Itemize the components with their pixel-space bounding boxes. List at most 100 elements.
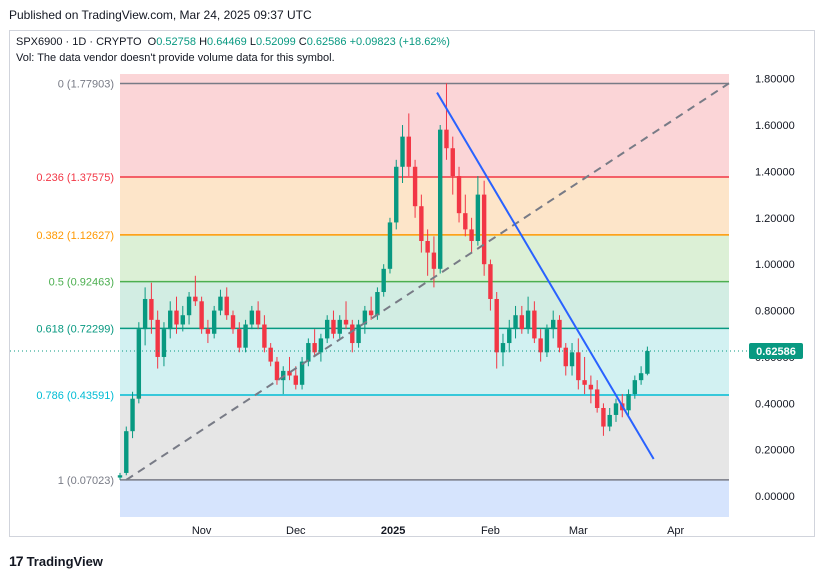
candle-body: [632, 380, 638, 395]
candle-body: [299, 361, 305, 385]
y-tick-label: 1.40000: [755, 166, 795, 178]
candle-body: [224, 296, 229, 316]
candle-body: [324, 319, 330, 339]
candle-body: [475, 194, 481, 241]
candle-body: [626, 394, 631, 411]
candle-body: [205, 329, 211, 334]
candle-body: [368, 310, 374, 316]
candle-body: [557, 319, 562, 348]
tradingview-logo-icon: 17: [9, 553, 24, 569]
candle-body: [406, 136, 412, 167]
candle-body: [318, 338, 324, 353]
candle-body: [519, 315, 525, 330]
candle-body: [500, 343, 506, 353]
candle-body: [174, 310, 179, 325]
fib-band: [120, 177, 729, 235]
candle-body: [274, 361, 280, 381]
last-price-label: 0.62586: [756, 346, 796, 358]
candle-body: [161, 329, 167, 357]
fib-level-label: 0.618 (0.72299): [36, 323, 114, 335]
footer-brand-name: TradingView: [26, 553, 103, 569]
trend-line: [436, 92, 655, 460]
y-tick-label: 1.60000: [755, 120, 795, 132]
candle-body: [249, 310, 255, 325]
candle-body: [312, 343, 317, 353]
candle-body: [645, 350, 650, 374]
fib-band: [120, 234, 729, 282]
candle-body: [613, 403, 619, 415]
y-tick-label: 1.80000: [755, 74, 795, 86]
price-chart[interactable]: 1.80000 1.60000 1.40000 1.20000 1.00000 0.800…: [0, 0, 822, 540]
candle-body: [350, 324, 355, 344]
y-tick-label: 0.80000: [755, 306, 795, 318]
candle-body: [375, 292, 380, 316]
candle-body: [287, 370, 292, 376]
x-tick-label: Dec: [286, 525, 306, 537]
candle-body: [463, 213, 468, 230]
candle-body: [456, 176, 462, 214]
x-tick-label: Mar: [569, 525, 588, 537]
candle-body: [419, 206, 424, 241]
x-tick-label: Nov: [192, 525, 212, 537]
candle-body: [199, 301, 204, 330]
symbol-ohlc-line: SPX6900 · 1D · CRYPTO O0.52758 H0.64469 …: [16, 36, 450, 48]
fib-band: [120, 74, 729, 84]
candle-body: [507, 329, 512, 344]
candle-body: [607, 414, 612, 427]
fib-band: [120, 83, 729, 178]
candle-body: [168, 310, 173, 330]
candle-body: [494, 298, 499, 353]
candle-body: [425, 240, 430, 253]
fib-level-label: 0.236 (1.37575): [36, 172, 114, 184]
y-tick-label: 0.00000: [755, 491, 795, 503]
candle-body: [136, 329, 142, 399]
fib-level-label: 0.382 (1.12627): [36, 230, 114, 242]
candle-body: [400, 136, 405, 167]
candle-body: [142, 298, 148, 330]
candle-body: [488, 264, 493, 299]
candle-body: [601, 407, 606, 427]
footer-brand[interactable]: 17 TradingView: [9, 553, 103, 569]
fib-band: [120, 395, 729, 480]
fib-level-label: 0.5 (0.92463): [49, 277, 114, 289]
volume-note: Vol: The data vendor doesn't provide vol…: [16, 52, 335, 64]
candle-body: [331, 319, 336, 334]
candle-body: [230, 315, 236, 330]
candle-body: [306, 343, 311, 362]
high-value: 0.64469: [207, 36, 247, 48]
candle-body: [186, 296, 192, 316]
fib-band: [120, 479, 729, 517]
candle-body: [117, 475, 123, 478]
candle-body: [268, 347, 273, 362]
close-label: C: [298, 36, 307, 48]
last-price-badge: [749, 342, 803, 359]
candle-body: [362, 310, 368, 325]
candle-body: [337, 319, 342, 334]
candle-body: [356, 324, 361, 344]
candle-body: [293, 375, 298, 385]
candle-body: [343, 319, 349, 325]
candle-body: [124, 431, 129, 473]
candle-body: [450, 148, 455, 177]
candle-body: [412, 166, 418, 207]
fib-level-label: 0.786 (0.43591): [36, 390, 114, 402]
candle-body: [563, 347, 568, 367]
y-tick-label: 1.20000: [755, 213, 795, 225]
fib-band: [120, 281, 729, 329]
y-tick-label: 0.20000: [755, 445, 795, 457]
chart-frame: [9, 30, 815, 537]
low-value: 0.52099: [255, 36, 296, 48]
open-value: 0.52758: [156, 36, 196, 48]
x-tick-label: Feb: [481, 525, 500, 537]
close-value: 0.62586: [306, 36, 347, 48]
candle-body: [444, 129, 449, 149]
y-tick-label: 0.40000: [755, 398, 795, 410]
candle-body: [551, 319, 556, 330]
candle-body: [594, 389, 600, 408]
candle-body: [394, 166, 399, 223]
fib-level-label: 0 (1.77903): [58, 79, 114, 91]
candle-body: [149, 298, 154, 320]
symbol-name: SPX6900 · 1D · CRYPTO: [16, 36, 142, 48]
published-line: Published on TradingView.com, Mar 24, 20…: [9, 8, 312, 22]
y-tick-label: 1.00000: [755, 259, 795, 271]
